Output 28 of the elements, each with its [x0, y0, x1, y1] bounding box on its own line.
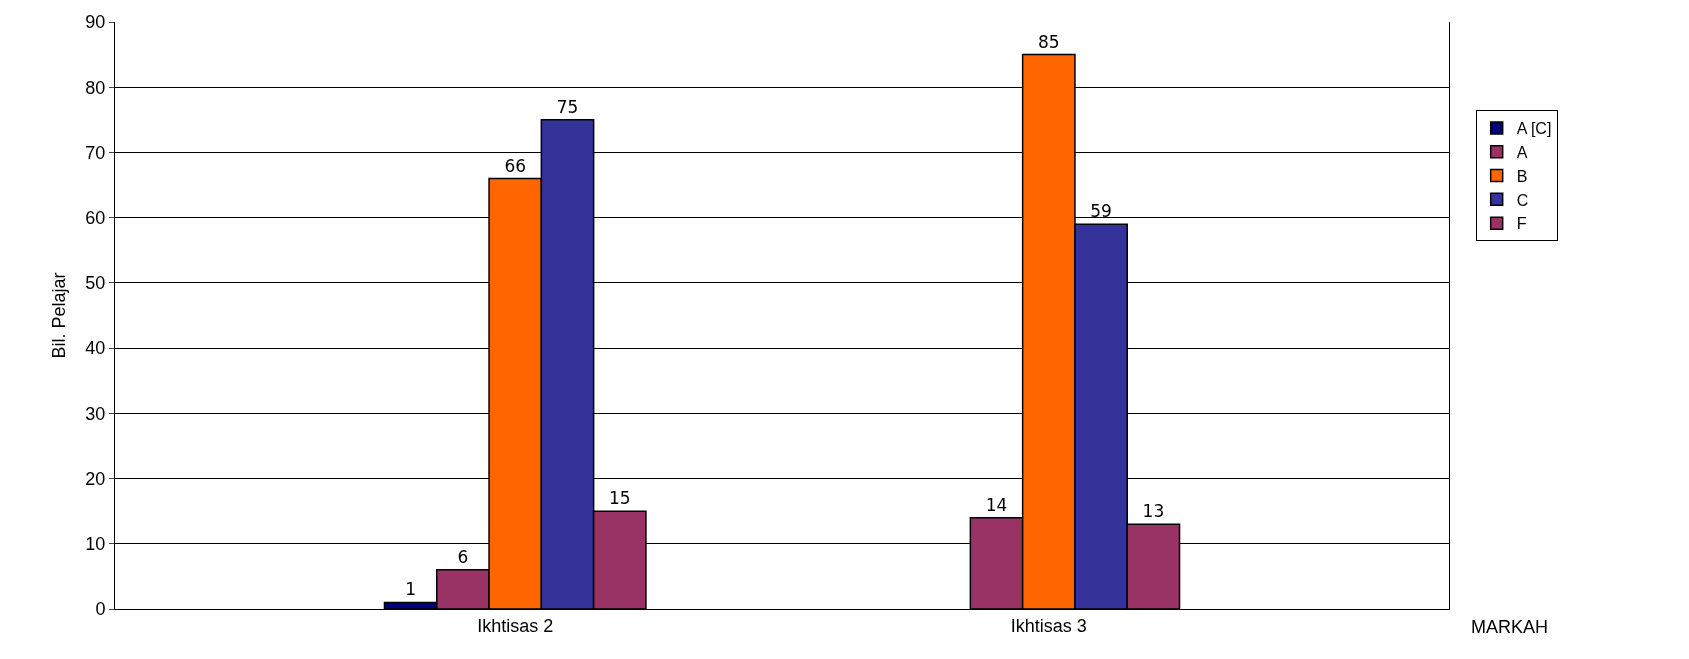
- data-label: 85: [1037, 31, 1060, 52]
- data-label: 66: [504, 155, 527, 176]
- legend-label: F: [1516, 215, 1527, 233]
- legend-label: B: [1516, 167, 1528, 185]
- data-label: 59: [1090, 201, 1112, 222]
- y-tick-label: 10: [85, 534, 106, 555]
- y-tick-label: 70: [85, 142, 106, 163]
- x-axis-title: MARKAH: [1471, 617, 1549, 637]
- legend-label: A [C]: [1516, 120, 1552, 138]
- y-tick-label: 20: [85, 468, 106, 489]
- legend-label: C: [1516, 191, 1529, 209]
- y-tick-label: 60: [85, 207, 106, 228]
- y-tick-label: 90: [85, 12, 106, 33]
- legend-label: A: [1516, 143, 1528, 161]
- data-label: 1: [405, 579, 417, 600]
- x-tick-label: Ikhtisas 3: [1010, 615, 1087, 636]
- data-label: 14: [985, 494, 1008, 515]
- data-label: 75: [556, 96, 579, 117]
- y-tick-label: 30: [85, 403, 106, 424]
- data-label: 15: [608, 488, 631, 509]
- data-label: 6: [457, 546, 469, 567]
- data-label: 13: [1142, 501, 1165, 522]
- y-tick-label: 0: [95, 599, 106, 620]
- y-tick-label: 80: [85, 77, 106, 98]
- y-axis-title: Bil. Pelajar: [48, 272, 69, 359]
- y-tick-label: 40: [85, 338, 106, 359]
- x-tick-label: Ikhtisas 2: [477, 615, 554, 636]
- y-tick-label: 50: [85, 273, 106, 294]
